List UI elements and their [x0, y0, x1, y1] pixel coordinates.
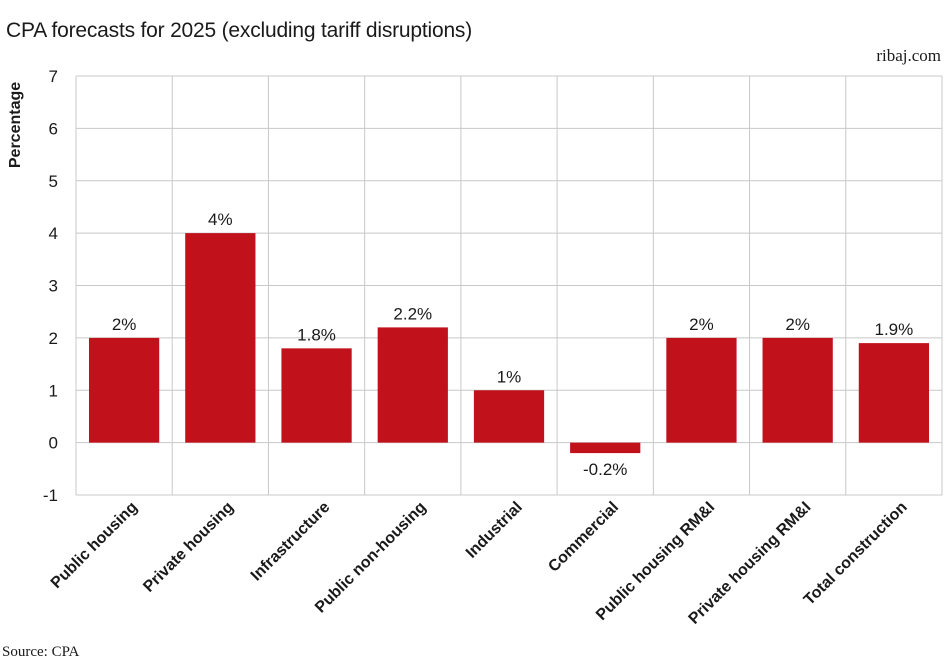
data-label: -0.2% [583, 460, 627, 479]
data-label: 1.9% [875, 320, 914, 339]
bar [473, 390, 545, 443]
bar [377, 327, 448, 443]
category-labels: Public housing Private housing Infrastruct… [48, 499, 911, 628]
data-labels: 2% 4% 1.8% 2.2% 1% -0.2% 2% 2% 1.9% [112, 210, 913, 479]
bar [281, 348, 352, 443]
data-label: 1% [497, 367, 522, 386]
source-note: Source: CPA [2, 644, 80, 660]
y-tick-label: 3 [49, 277, 58, 296]
brand-label: ribaj.com [876, 46, 941, 65]
data-label: 2% [785, 315, 810, 334]
category-label: Commercial [545, 499, 622, 576]
data-label: 2% [112, 315, 137, 334]
y-tick-label: 5 [49, 172, 58, 191]
bar [666, 337, 737, 443]
y-tick-label: 4 [49, 224, 58, 243]
data-label: 2.2% [393, 304, 432, 323]
bar [858, 343, 930, 443]
category-label: Industrial [463, 499, 526, 562]
y-tick-labels: -1 0 1 2 3 4 5 6 7 [43, 67, 58, 505]
y-tick-label: 1 [49, 381, 58, 400]
bar [570, 442, 641, 454]
y-tick-label: -1 [43, 486, 58, 505]
category-label: Total construction [801, 499, 911, 609]
category-label: Private housing [140, 499, 237, 596]
chart-title: CPA forecasts for 2025 (excluding tariff… [6, 19, 473, 42]
y-tick-label: 6 [49, 119, 58, 138]
bar [185, 233, 256, 443]
data-label: 1.8% [297, 325, 336, 344]
y-tick-label: 0 [49, 434, 58, 453]
data-label: 4% [208, 210, 233, 229]
y-tick-label: 7 [49, 67, 58, 86]
bar [762, 337, 833, 443]
category-label: Public non-housing [312, 499, 430, 617]
y-axis-label: Percentage [7, 82, 24, 168]
bars [88, 233, 930, 454]
bar [88, 337, 160, 443]
category-label: Public housing [48, 499, 141, 592]
category-label: Infrastructure [248, 499, 334, 585]
data-label: 2% [689, 315, 714, 334]
y-tick-label: 2 [49, 329, 58, 348]
